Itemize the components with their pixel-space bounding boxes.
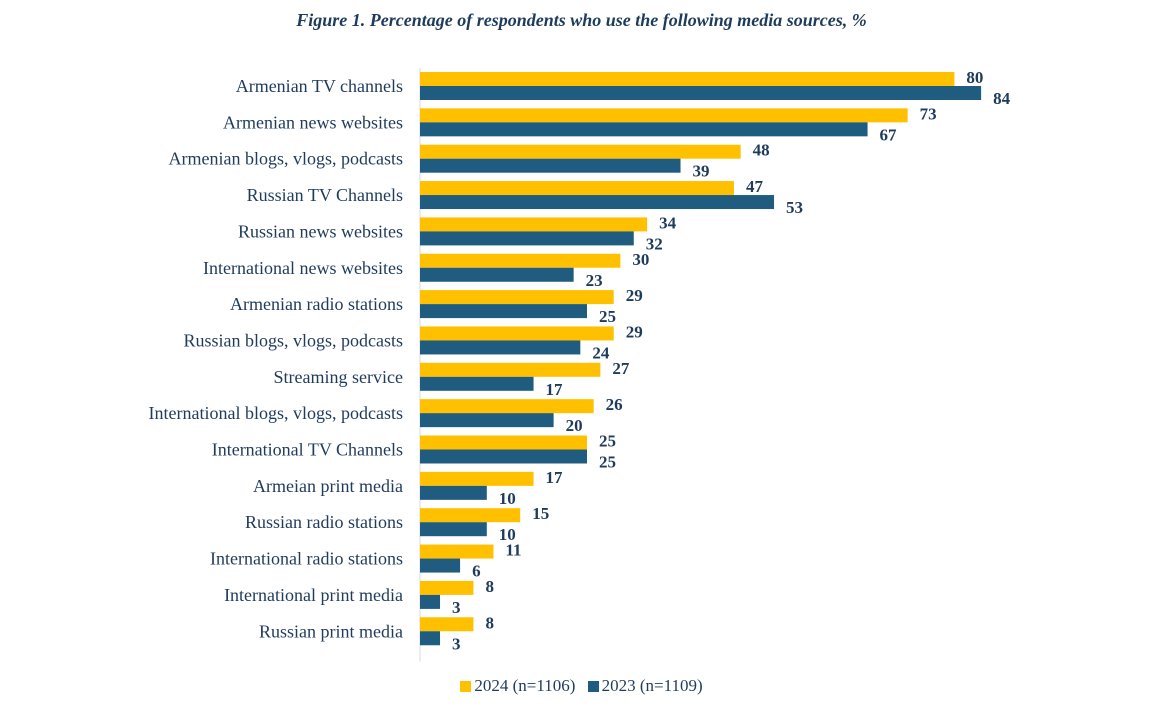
category-label: Streaming service [274,367,403,387]
data-label: 30 [632,250,649,269]
data-label: 17 [546,380,564,399]
data-label: 29 [626,322,643,341]
bar-2024 [420,144,741,159]
category-label: Russian print media [259,621,403,641]
category-label: Russian radio stations [245,512,403,532]
data-label: 47 [746,177,764,196]
category-label: Armeian print media [253,476,403,496]
data-label: 27 [612,359,630,378]
data-label: 6 [472,562,481,581]
bar-2023 [420,340,581,355]
data-label: 10 [499,525,516,544]
data-label: 10 [499,489,516,508]
bar-2023 [420,376,534,391]
data-label: 8 [485,577,494,596]
data-label: 17 [546,468,564,487]
category-label: Armenian blogs, vlogs, podcasts [169,149,403,169]
bar-2023 [420,522,487,537]
category-label: Russian TV Channels [247,185,403,205]
data-label: 29 [626,286,643,305]
bar-2023 [420,195,775,210]
data-label: 20 [566,416,583,435]
data-label: 25 [599,432,616,451]
bar-2024 [420,471,534,486]
legend-item-2024: 2024 (n=1106) [460,676,575,696]
legend-item-2023: 2023 (n=1109) [587,676,703,696]
bar-2024 [420,399,594,414]
bar-2024 [420,508,521,523]
data-label: 53 [786,198,803,217]
bar-2024 [420,435,587,450]
data-label: 25 [599,453,616,472]
data-label: 34 [659,213,677,232]
bar-2024 [420,362,601,377]
chart-title: Figure 1. Percentage of respondents who … [296,10,867,30]
bar-2023 [420,122,868,137]
data-label: 32 [646,234,663,253]
bar-2023 [420,558,461,573]
category-label: Armenian news websites [223,112,403,132]
data-label: 11 [505,541,521,560]
category-label: International news websites [203,258,403,278]
bar-2024 [420,290,614,305]
category-label: Armenian radio stations [230,294,403,314]
bar-2023 [420,231,634,246]
legend-label-2023: 2023 (n=1109) [601,676,703,695]
category-label: International radio stations [210,549,403,569]
category-label: International TV Channels [212,440,403,460]
bar-2024 [420,617,474,632]
bar-2023 [420,485,487,500]
bar-2023 [420,413,554,428]
legend-swatch-2023 [587,680,599,692]
bar-2023 [420,594,441,609]
legend-swatch-2024 [460,680,472,692]
legend: 2024 (n=1106) 2023 (n=1109) [0,676,1163,697]
data-label: 8 [485,613,494,632]
category-label: Russian blogs, vlogs, podcasts [183,330,403,350]
data-label: 39 [693,162,710,181]
data-label: 23 [586,271,603,290]
legend-label-2024: 2024 (n=1106) [474,676,576,695]
bar-2024 [420,181,734,196]
category-label: International print media [224,585,403,605]
bar-2023 [420,304,587,319]
bar-2023 [420,267,574,282]
bar-2024 [420,580,474,595]
bar-2023 [420,631,441,646]
data-label: 48 [753,141,770,160]
category-label: Russian news websites [238,221,403,241]
bar-2024 [420,326,614,341]
data-label: 25 [599,307,616,326]
bar-2024 [420,253,621,268]
bar-2023 [420,158,681,173]
data-label: 80 [966,68,983,87]
data-label: 84 [993,89,1011,108]
category-label: International blogs, vlogs, podcasts [149,403,403,423]
data-label: 24 [592,343,610,362]
bar-2024 [420,217,648,232]
bar-2024 [420,72,955,86]
bar-2024 [420,108,908,123]
data-label: 26 [606,395,623,414]
data-label: 3 [452,634,461,653]
bar-2024 [420,544,494,559]
data-label: 67 [880,125,898,144]
data-label: 73 [920,104,937,123]
data-label: 3 [452,598,461,617]
data-label: 15 [532,504,549,523]
bar-2023 [420,449,587,464]
category-label: Armenian TV channels [236,76,403,96]
bar-2023 [420,86,982,100]
